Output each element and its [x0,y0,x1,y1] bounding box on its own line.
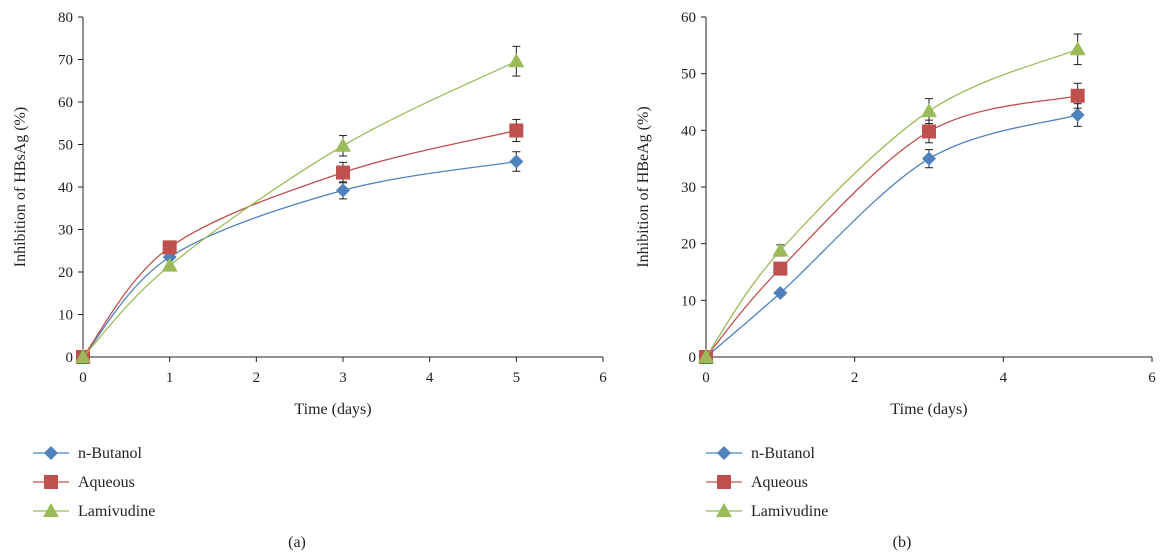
y-tick-label: 40 [58,180,73,196]
y-tick-label: 80 [58,10,73,26]
series-line [705,95,1078,358]
x-tick-label: 1 [166,370,174,386]
x-tick-label: 6 [599,370,607,386]
series-line [82,129,517,358]
y-tick-label: 10 [58,308,73,324]
x-tick-label: 6 [1148,370,1156,386]
legend-marker-triangle [716,503,732,517]
series-line [705,48,1078,358]
series-n-butanol [699,103,1085,364]
legend-marker-diamond [717,446,731,460]
x-tick-label: 2 [253,370,261,386]
data-point-square [336,165,350,180]
x-axis-label: Time (days) [890,401,967,418]
legend-label: n-Butanol [751,445,816,462]
legend-marker-square [44,475,58,489]
legend: n-Butanol Aqueous Lamivudine [33,445,155,520]
x-tick-label: 5 [513,370,521,386]
y-tick-label: 20 [58,265,73,281]
series-aqueous [76,118,524,364]
legend: n-Butanol Aqueous Lamivudine [706,445,828,520]
panel-caption: (a) [288,534,306,551]
data-point-square [162,240,177,255]
data-point-triangle [335,137,351,152]
y-tick-label: 70 [58,53,73,69]
y-tick-label: 60 [58,95,73,111]
data-point-triangle [772,242,789,257]
y-tick-label: 30 [681,180,696,196]
x-tick-label: 0 [79,370,87,386]
data-point-triangle [1069,41,1086,56]
x-tick-label: 4 [1000,370,1008,386]
chart-a: 0 10 20 30 40 50 60 70 80 0 1 2 3 4 5 6 Time (days) Inhib… [12,10,607,551]
data-point-diamond [1070,108,1085,123]
y-tick-label: 10 [681,293,696,309]
y-tick-label: 50 [681,67,696,83]
data-point-square [509,123,524,138]
y-tick-label: 0 [66,350,74,366]
x-tick-label: 4 [426,370,434,386]
data-point-triangle [921,103,937,118]
legend-marker-triangle [43,503,59,517]
data-point-triangle [698,349,714,363]
legend-label: Aqueous [78,474,135,491]
x-axis-label: Time (days) [294,401,371,418]
data-point-triangle [75,349,91,363]
series-line [82,160,517,358]
data-point-square [773,261,788,276]
data-point-square [922,124,936,139]
legend-marker-diamond [44,446,58,460]
chart-b: 0 10 20 30 40 50 60 0 2 4 6 Time (days) Inhibition o… [635,10,1156,551]
panel-caption: (b) [893,534,912,551]
data-point-diamond [509,154,524,169]
y-tick-label: 60 [681,10,696,26]
x-tick-label: 2 [851,370,859,386]
series-n-butanol [76,151,524,364]
x-tick-label: 0 [702,370,710,386]
data-point-diamond [773,285,788,300]
series-lamivudine [698,33,1086,363]
data-point-square [1070,88,1085,103]
data-point-diamond [922,151,936,166]
y-tick-label: 40 [681,123,696,139]
legend-label: Lamivudine [78,503,155,520]
series-line [82,60,517,358]
y-tick-label: 20 [681,237,696,253]
series-lamivudine [75,45,525,363]
data-point-triangle [161,257,178,272]
series-line [705,114,1078,358]
y-tick-label: 0 [689,350,697,366]
legend-marker-square [717,475,731,489]
y-tick-label: 30 [58,223,73,239]
y-axis-label: Inhibition of HBsAg (%) [12,107,29,267]
y-tick-label: 50 [58,138,73,154]
y-axis-label: Inhibition of HBeAg (%) [635,106,652,267]
x-tick-label: 3 [339,370,347,386]
legend-label: n-Butanol [78,445,143,462]
legend-label: Aqueous [751,474,808,491]
data-point-triangle [508,53,525,68]
data-point-diamond [336,183,350,198]
legend-label: Lamivudine [751,503,828,520]
